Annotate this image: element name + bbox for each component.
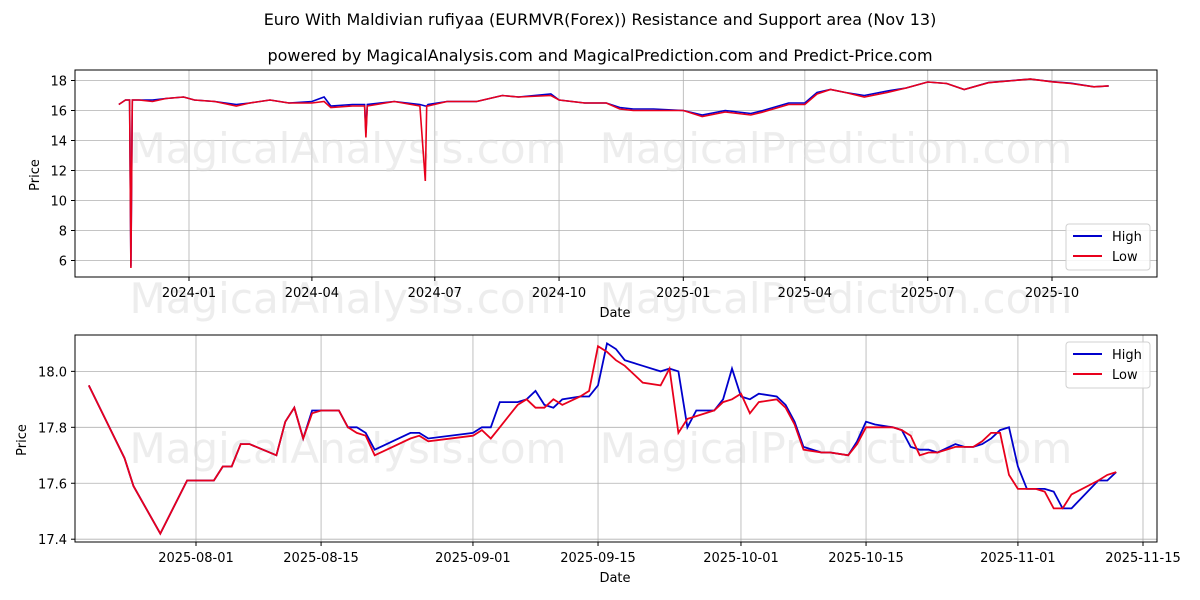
x-tick-label: 2024-07 — [408, 286, 462, 301]
watermark-top-left: MagicalAnalysis.com — [130, 124, 567, 173]
watermark-bottom-left: MagicalAnalysis.com — [130, 424, 567, 473]
x-tick-label: 2025-01 — [656, 286, 710, 301]
x-tick-label: 2025-10-15 — [828, 551, 904, 566]
bottom-legend-low-label: Low — [1112, 368, 1138, 383]
bottom-gridlines — [75, 335, 1157, 542]
bottom-x-axis-label: Date — [599, 571, 630, 586]
top-legend-low-label: Low — [1112, 250, 1138, 265]
x-tick-label: 2025-08-15 — [283, 551, 359, 566]
watermark-top-right-2: MagicalPrediction.com — [600, 274, 1073, 323]
top-y-axis-label: Price — [28, 159, 43, 191]
y-tick-label: 6 — [59, 255, 67, 270]
x-tick-label: 2025-10 — [1025, 286, 1079, 301]
watermark-top-right: MagicalPrediction.com — [600, 124, 1073, 173]
top-gridlines — [75, 70, 1157, 277]
top-legend-high-label: High — [1112, 230, 1142, 245]
top-legend: High Low — [1065, 223, 1151, 271]
x-tick-label: 2025-09-15 — [560, 551, 636, 566]
x-tick-label: 2025-11-01 — [980, 551, 1056, 566]
y-tick-label: 17.8 — [38, 421, 67, 436]
x-tick-label: 2025-10-01 — [703, 551, 779, 566]
bottom-legend-high-label: High — [1112, 348, 1142, 363]
bottom-tick-labels: 17.4 17.6 17.8 18.0 2025-08-01 2025-08-15 2025… — [38, 365, 1181, 566]
bottom-chart: MagicalAnalysis.com MagicalPrediction.co… — [15, 334, 1181, 586]
y-tick-label: 17.4 — [38, 533, 67, 548]
y-tick-label: 10 — [50, 195, 67, 210]
y-tick-label: 18.0 — [38, 365, 67, 380]
watermark-top-left-2: MagicalAnalysis.com — [130, 274, 567, 323]
bottom-y-axis-label: Price — [15, 424, 30, 456]
bottom-axes-frame — [74, 334, 1158, 543]
top-tick-labels: 6 8 10 12 14 16 18 2024-01 2024-04 2024-07 2024-10… — [50, 75, 1079, 302]
y-tick-label: 16 — [50, 105, 67, 120]
x-tick-label: 2024-01 — [162, 286, 216, 301]
y-tick-label: 12 — [50, 165, 67, 180]
y-tick-label: 8 — [59, 225, 67, 240]
top-x-axis-label: Date — [599, 306, 630, 321]
watermark-bottom-right: MagicalPrediction.com — [600, 424, 1073, 473]
x-tick-label: 2025-08-01 — [158, 551, 234, 566]
chart-title: Euro With Maldivian rufiyaa (EURMVR(Fore… — [263, 10, 937, 29]
y-tick-label: 14 — [50, 135, 67, 150]
x-tick-label: 2025-04 — [778, 286, 832, 301]
x-tick-label: 2024-10 — [532, 286, 586, 301]
x-tick-label: 2025-07 — [901, 286, 955, 301]
top-axes-frame — [74, 69, 1158, 278]
bottom-low-line — [87, 344, 1117, 536]
x-tick-label: 2025-09-01 — [435, 551, 511, 566]
bottom-legend: High Low — [1065, 341, 1151, 389]
y-tick-label: 17.6 — [38, 477, 67, 492]
top-low-line — [118, 78, 1109, 269]
x-tick-label: 2025-11-15 — [1105, 551, 1181, 566]
x-tick-label: 2024-04 — [285, 286, 339, 301]
top-chart: MagicalAnalysis.com MagicalPrediction.co… — [28, 69, 1158, 323]
chart-subtitle: powered by MagicalAnalysis.com and Magic… — [267, 46, 933, 65]
y-tick-label: 18 — [50, 75, 67, 90]
